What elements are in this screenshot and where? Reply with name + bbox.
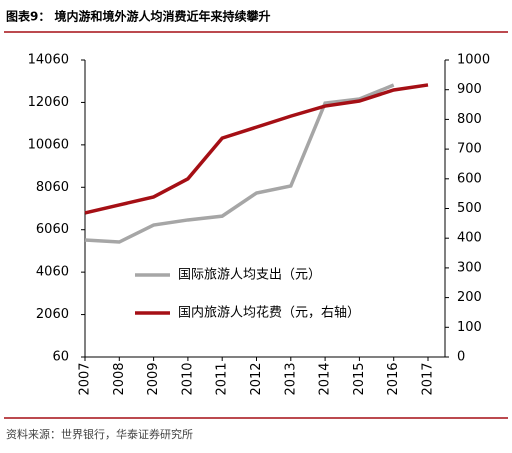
y2-tick-label: 700 [457,142,482,157]
y2-tick-label: 800 [457,112,482,127]
y2-tick-label: 1000 [457,53,490,68]
x-tick-label: 2014 [318,362,333,395]
source: 资料来源：世界银行，华泰证券研究所 [6,427,193,441]
y2-tick-label: 600 [457,171,482,186]
y-tick-label: 8060 [36,180,69,195]
y2-tick-label: 0 [457,350,465,365]
y2-tick-label: 400 [457,231,482,246]
y2-tick-label: 500 [457,201,482,216]
y-tick-label: 14060 [28,53,69,68]
legend-label: 国内旅游人均花费（元，右轴） [178,305,360,321]
x-tick-label: 2011 [215,362,230,395]
x-tick-label: 2008 [112,362,127,395]
y-tick-label: 2060 [36,307,69,322]
y-tick-label: 10060 [28,137,69,152]
x-tick-label: 2015 [352,362,367,395]
y-tick-label: 60 [52,350,69,365]
series-line [84,83,429,215]
x-tick-label: 2013 [283,362,298,395]
series-line [84,83,395,244]
legend-label: 国际旅游人均支出（元） [178,268,321,283]
x-tick-label: 2009 [146,362,161,395]
y-tick-label: 4060 [36,265,69,280]
chart-title: 图表9： 境内游和境外游人均消费近年来持续攀升 [6,9,271,24]
y-tick-label: 12060 [28,95,69,110]
y2-tick-label: 300 [457,260,482,275]
x-tick-label: 2007 [78,362,93,395]
x-tick-label: 2017 [421,362,436,395]
y2-tick-label: 900 [457,82,482,97]
x-tick-label: 2010 [180,362,195,395]
y-tick-label: 6060 [36,222,69,237]
y2-tick-label: 200 [457,290,482,305]
x-tick-label: 2016 [386,362,401,395]
y2-tick-label: 100 [457,320,482,335]
x-tick-label: 2012 [249,362,264,395]
